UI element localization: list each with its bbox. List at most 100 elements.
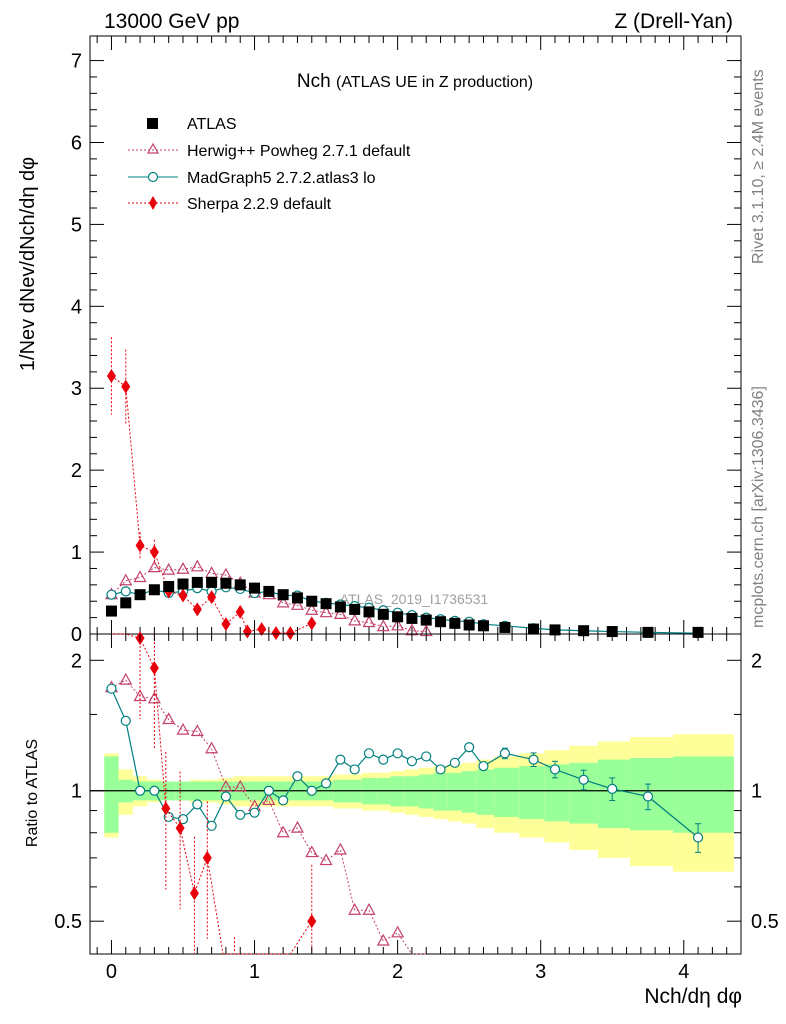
legend-sherpa-label: Sherpa 2.2.9 default xyxy=(187,196,332,213)
herwig-point xyxy=(119,573,133,586)
atlas-point xyxy=(606,626,618,638)
ratio-band-stat xyxy=(404,776,420,807)
main-y-tick-label: 5 xyxy=(71,214,82,236)
madgraph-ratio-point xyxy=(192,799,203,810)
watermark: ATLAS_2019_I1736531 xyxy=(340,591,489,607)
sherpa-point xyxy=(192,602,202,617)
madgraph-ratio-point xyxy=(349,764,360,775)
atlas-point xyxy=(306,595,318,607)
madgraph-ratio-point xyxy=(249,807,260,818)
x-axis-label: Nch/dη dφ xyxy=(644,985,742,1008)
ratio-band-stat xyxy=(597,759,631,829)
main-plot-area xyxy=(104,337,704,641)
atlas-point xyxy=(291,592,303,604)
madgraph-point xyxy=(120,586,131,597)
ratio-panel: Ratio to ATLAS 0.5 0.5 1 1 2 2 xyxy=(24,631,779,955)
herwig-point xyxy=(391,618,405,631)
herwig-ratio-point xyxy=(176,722,190,735)
atlas-point xyxy=(477,620,489,632)
ratio-band-stat xyxy=(419,774,434,809)
atlas-point xyxy=(334,601,346,613)
atlas-point xyxy=(499,621,511,633)
atlas-point xyxy=(528,623,540,635)
main-y-tick-label: 1 xyxy=(71,542,82,564)
madgraph-point xyxy=(106,589,117,600)
madgraph-ratio-point xyxy=(363,748,375,759)
herwig-ratio-point xyxy=(162,712,176,725)
sherpa-point xyxy=(221,617,231,632)
ratio-band-stat xyxy=(673,756,734,833)
x-axis: 0 1 2 3 4 xyxy=(96,634,728,983)
atlas-point xyxy=(549,624,561,636)
main-ylabel: 1/Nev dNev/dNch/dη dφ xyxy=(17,157,39,371)
x-tick-label: 1 xyxy=(249,961,260,983)
madgraph-ratio-point xyxy=(464,742,475,753)
x-tick-label: 2 xyxy=(392,961,403,983)
herwig-point xyxy=(147,560,161,573)
atlas-point xyxy=(105,605,117,617)
madgraph-ratio-point xyxy=(549,764,561,775)
madgraph-ratio-point xyxy=(378,754,389,765)
ratio-y-tick-label-right: 2 xyxy=(751,650,762,672)
sherpa-point xyxy=(271,626,281,641)
herwig-point xyxy=(190,559,204,572)
mcplots-label: mcplots.cern.ch [arXiv:1306.3436] xyxy=(750,386,767,628)
sherpa-point xyxy=(307,616,317,631)
atlas-point xyxy=(277,589,289,601)
herwig-point xyxy=(348,613,362,626)
atlas-point xyxy=(120,597,132,609)
sherpa-point xyxy=(242,624,252,639)
main-y-tick-label: 4 xyxy=(71,296,82,318)
legend-madgraph-label: MadGraph5 2.7.2.atlas3 lo xyxy=(187,170,376,187)
herwig-ratio-point xyxy=(190,724,204,737)
sherpa-point xyxy=(178,588,188,603)
herwig-point xyxy=(162,562,176,575)
madgraph-ratio-point xyxy=(578,774,589,785)
x-tick-label: 0 xyxy=(106,961,117,983)
madgraph-ratio-point xyxy=(435,764,446,775)
madgraph-ratio-line xyxy=(110,688,699,838)
madgraph-ratio-point xyxy=(106,683,117,694)
sherpa-ratio-point xyxy=(161,801,171,816)
main-y-tick-label: 3 xyxy=(71,378,82,400)
sherpa-point xyxy=(106,368,116,383)
madgraph-circle-icon xyxy=(147,171,159,183)
madgraph-ratio-point xyxy=(278,795,289,806)
main-title: Nch (ATLAS UE in Z production) xyxy=(297,71,533,92)
atlas-point xyxy=(463,619,475,631)
ratio-y-tick-label: 0.5 xyxy=(54,911,82,933)
legend-sherpa: Sherpa 2.2.9 default xyxy=(128,196,332,213)
ratio-frame xyxy=(89,633,742,955)
madgraph-line xyxy=(111,586,699,634)
herwig-ratio-point xyxy=(362,902,376,915)
sherpa-ratio-line xyxy=(111,633,313,955)
atlas-point xyxy=(206,576,218,588)
ratio-band-stat xyxy=(476,769,495,815)
atlas-point xyxy=(220,577,232,589)
ratio-band-stat xyxy=(494,767,520,817)
atlas-point xyxy=(349,603,361,615)
atlas-point xyxy=(177,578,189,590)
herwig-point xyxy=(205,566,219,578)
atlas-point xyxy=(377,608,389,620)
atlas-point xyxy=(134,589,146,601)
herwig-point xyxy=(376,619,390,632)
madgraph-ratio-point xyxy=(206,820,217,831)
herwig-point xyxy=(133,570,147,583)
sherpa-ratio-point xyxy=(189,886,199,901)
atlas-marker-icon xyxy=(147,118,158,129)
herwig-ratio-point xyxy=(333,842,347,855)
herwig-ratio-point xyxy=(262,793,276,805)
sherpa-point xyxy=(121,379,131,394)
madgraph-ratio-point xyxy=(421,751,432,762)
legend-herwig: Herwig++ Powheg 2.7.1 default xyxy=(128,142,411,160)
herwig-point xyxy=(362,615,376,628)
ratio-plot-area xyxy=(104,631,704,955)
herwig-ratio-point xyxy=(319,853,333,866)
ratio-y-axis: 0.5 0.5 1 1 2 2 xyxy=(54,650,779,933)
madgraph-ratio-point xyxy=(478,760,489,772)
herwig-ratio-point xyxy=(348,902,362,915)
madgraph-ratio-point xyxy=(642,791,654,802)
sherpa-ratio-point xyxy=(307,914,317,929)
